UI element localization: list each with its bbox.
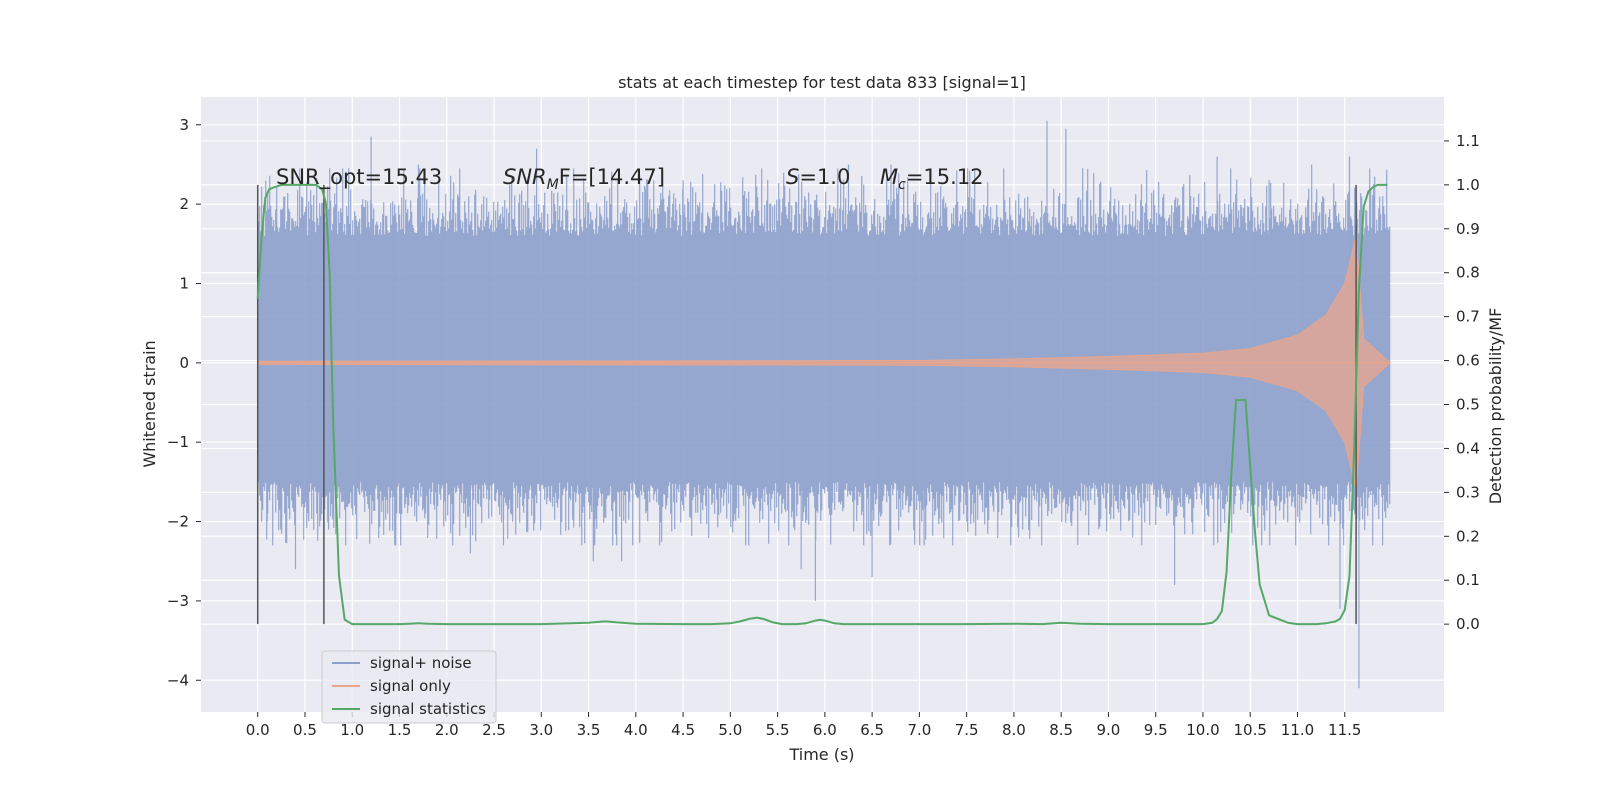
s-symbol: S <box>786 165 799 189</box>
x-tick-label-19: 9.5 <box>1144 721 1168 739</box>
y-left-axis-ticks: 3 2 1 0 −1 −2 −3 −4 <box>167 116 201 689</box>
y-left-tick-label-0: 3 <box>179 116 189 134</box>
x-tick-label-1: 0.5 <box>293 721 317 739</box>
y-right-tick-label-5: 0.6 <box>1456 352 1480 370</box>
legend-label-signal-plus-noise: signal+ noise <box>370 654 472 672</box>
signal-statistics-line <box>256 183 1388 626</box>
x-tick-label-0: 0.0 <box>246 721 270 739</box>
y-right-axis-label: Detection probability/MF <box>1486 308 1505 505</box>
y-left-axis-label: Whitened strain <box>140 340 159 467</box>
x-tick-label-21: 10.5 <box>1234 721 1267 739</box>
mc-value: =15.12 <box>906 165 984 189</box>
x-tick-label-16: 8.0 <box>1002 721 1026 739</box>
annotation-snr-mf: SNRMF=[14.47] <box>503 165 665 193</box>
y-right-tick-label-3: 0.8 <box>1456 264 1480 282</box>
y-right-tick-label-11: 0.0 <box>1456 615 1480 633</box>
y-left-tick-label-6: −3 <box>167 592 189 610</box>
y-left-tick-label-5: −2 <box>167 513 189 531</box>
y-right-axis-ticks: 1.1 1.0 0.9 0.8 0.7 0.6 0.5 0.4 0.3 0.2 0.1 0.0 <box>1444 132 1480 633</box>
mc-symbol: M <box>880 165 898 189</box>
y-left-tick-label-1: 2 <box>179 195 189 213</box>
snr-mf-base: SNR <box>503 165 547 189</box>
mc-sub: c <box>898 177 906 193</box>
legend-label-signal-statistics: signal statistics <box>370 700 486 718</box>
x-tick-label-13: 6.5 <box>860 721 884 739</box>
x-axis-label: Time (s) <box>788 745 854 764</box>
x-tick-label-3: 1.5 <box>388 721 412 739</box>
y-right-tick-label-4: 0.7 <box>1456 308 1480 326</box>
snr-mf-sub: M <box>547 177 559 193</box>
y-left-tick-label-4: −1 <box>167 433 189 451</box>
y-right-tick-label-7: 0.4 <box>1456 439 1480 457</box>
x-tick-label-15: 7.5 <box>955 721 979 739</box>
y-right-tick-label-8: 0.3 <box>1456 483 1480 501</box>
x-tick-label-2: 1.0 <box>340 721 364 739</box>
x-tick-label-9: 4.5 <box>671 721 695 739</box>
x-tick-label-17: 8.5 <box>1049 721 1073 739</box>
x-axis-ticks: 0.0 0.5 1.0 1.5 2.0 2.5 3.0 3.5 4.0 4.5 5.0 5.5 6.0 6… <box>246 712 1361 739</box>
x-tick-label-14: 7.0 <box>907 721 931 739</box>
series-signal-statistics <box>256 183 1388 626</box>
annotation-s: S=1.0 <box>786 165 850 189</box>
snr-mf-rest: F=[14.47] <box>559 165 665 189</box>
x-tick-label-20: 10.0 <box>1186 721 1219 739</box>
y-left-tick-label-3: 0 <box>179 354 189 372</box>
x-tick-label-8: 4.0 <box>624 721 648 739</box>
x-tick-label-4: 2.0 <box>435 721 459 739</box>
y-left-tick-label-7: −4 <box>167 671 189 689</box>
y-right-tick-label-1: 1.0 <box>1456 176 1480 194</box>
legend: signal+ noise signal only signal statist… <box>321 650 497 724</box>
x-tick-label-11: 5.5 <box>766 721 790 739</box>
x-tick-label-5: 2.5 <box>482 721 506 739</box>
y-right-tick-label-2: 0.9 <box>1456 220 1480 238</box>
annotation-snr-opt: SNR_opt=15.43 <box>276 165 442 190</box>
x-tick-label-23: 11.5 <box>1328 721 1361 739</box>
legend-label-signal-only: signal only <box>370 677 451 695</box>
s-value: =1.0 <box>799 165 850 189</box>
x-tick-label-12: 6.0 <box>813 721 837 739</box>
x-tick-label-6: 3.0 <box>529 721 553 739</box>
y-left-tick-label-2: 1 <box>179 274 189 292</box>
series-signal-only <box>257 235 1391 490</box>
x-tick-label-7: 3.5 <box>577 721 601 739</box>
annotation-mc: Mc=15.12 <box>880 165 984 193</box>
legend-box <box>321 650 497 724</box>
x-tick-label-10: 5.0 <box>718 721 742 739</box>
x-tick-label-22: 11.0 <box>1281 721 1314 739</box>
y-right-tick-label-6: 0.5 <box>1456 396 1480 414</box>
y-right-tick-label-0: 1.1 <box>1456 132 1480 150</box>
x-tick-label-18: 9.0 <box>1097 721 1121 739</box>
y-right-tick-label-9: 0.2 <box>1456 527 1480 545</box>
chart-title: stats at each timestep for test data 833… <box>618 73 1026 92</box>
y-right-tick-label-10: 0.1 <box>1456 571 1480 589</box>
